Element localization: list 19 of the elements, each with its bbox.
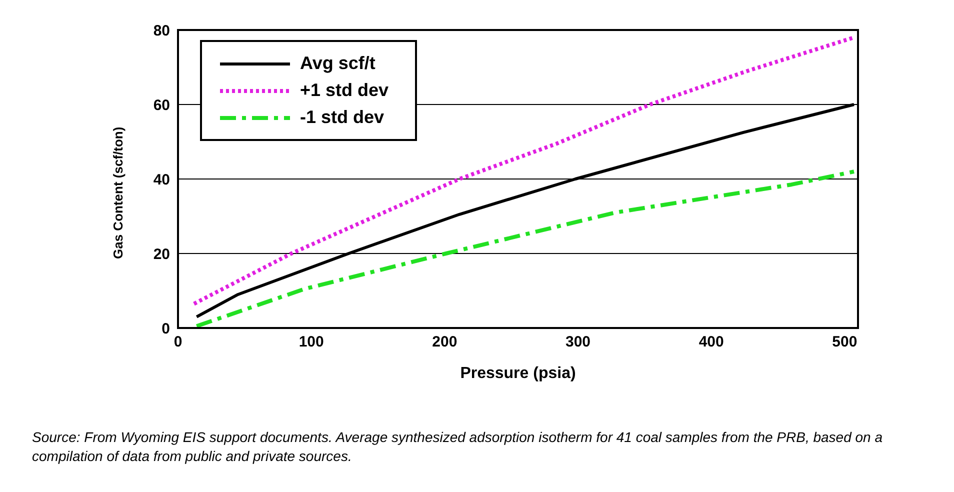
y-tick-label: 80 [153,22,170,40]
legend-label: Avg scf/t [300,53,376,74]
legend-label: -1 std dev [300,107,384,128]
y-tick-label: 40 [153,171,170,188]
y-tick-label: 20 [153,246,170,263]
x-tick-label: 500 [832,334,858,351]
x-tick-label: 400 [698,334,724,351]
y-tick-label: 60 [153,96,170,114]
y-tick-label: 0 [162,320,170,338]
y-axis-title: Gas Content (scf/ton) [110,126,126,259]
source-note: Source: From Wyoming EIS support documents. Average synthesized adsorption isotherm for 41 coal samples from the PRB, based on a compilation of data from public and private sources. [32,428,884,466]
x-axis-title: Pressure (psia) [460,365,576,382]
line-series [194,170,856,328]
x-tick-label: 100 [298,334,324,351]
x-tick-label: 0 [174,334,182,351]
legend-label: +1 std dev [300,80,389,101]
x-tick-label: 300 [565,334,591,351]
x-tick-label: 200 [432,334,458,351]
line-series [192,35,856,306]
